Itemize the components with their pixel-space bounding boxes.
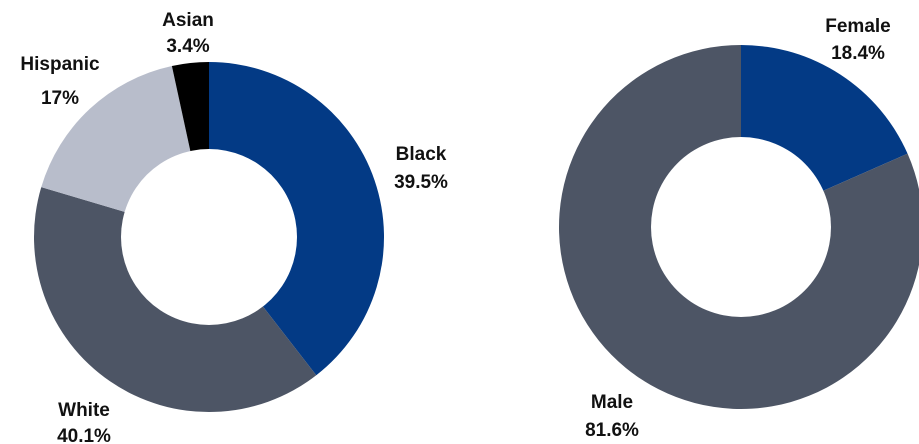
race-donut-hole bbox=[121, 149, 297, 325]
race-category-label-white: White bbox=[58, 400, 110, 421]
gender-donut-hole bbox=[651, 137, 831, 317]
race-category-label-hispanic: Hispanic bbox=[20, 54, 100, 75]
gender-category-label-male: Male bbox=[591, 392, 633, 413]
race-donut-chart: Black 39.5% White 40.1% Hispanic 17% Asian 3.4% bbox=[20, 10, 448, 444]
race-value-label-hispanic: 17% bbox=[41, 88, 79, 109]
gender-donut-chart: Female 18.4% Male 81.6% bbox=[559, 16, 919, 441]
race-value-label-white: 40.1% bbox=[57, 426, 111, 444]
gender-category-label-female: Female bbox=[825, 16, 890, 37]
gender-value-label-female: 18.4% bbox=[831, 43, 885, 64]
race-category-label-black: Black bbox=[396, 144, 447, 165]
gender-value-label-male: 81.6% bbox=[585, 420, 639, 441]
race-slice-black bbox=[209, 62, 385, 376]
race-value-label-black: 39.5% bbox=[394, 172, 448, 193]
race-value-label-asian: 3.4% bbox=[166, 36, 209, 57]
race-category-label-asian: Asian bbox=[162, 10, 214, 31]
